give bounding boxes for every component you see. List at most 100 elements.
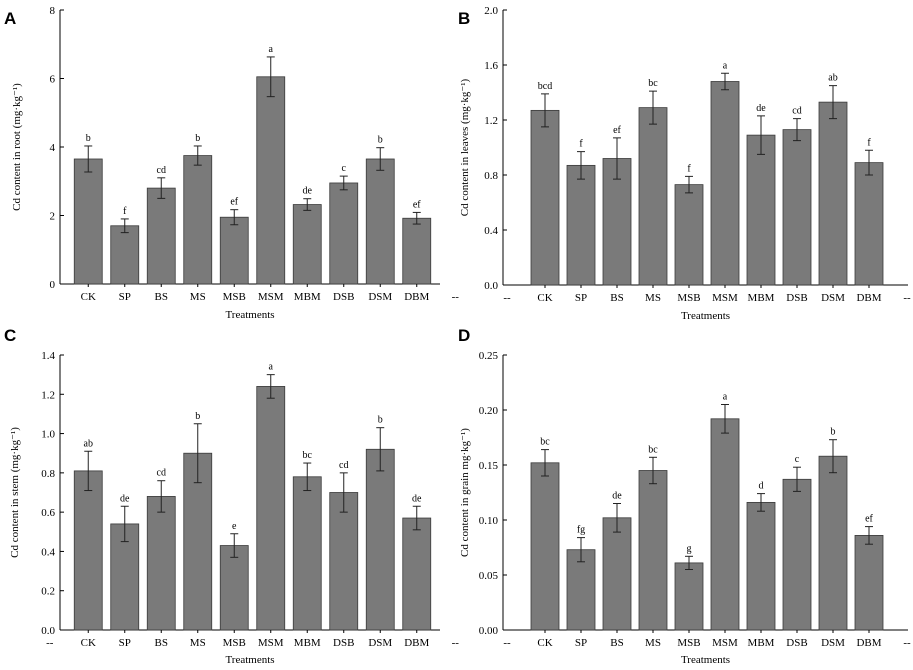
bar-ck [73,470,103,631]
y-tick-label: 0.2 [41,586,55,598]
panel-a-root-chart: A 0 2 4 6 8 Cd content in root (mg·kg⁻¹) Treatm… [4,5,459,321]
x-tick-label: SP [119,291,131,303]
significance-letter: ef [613,125,621,136]
bar-msm [710,81,740,286]
y-tick-label: 1.2 [484,115,498,127]
significance-letter: b [378,415,383,426]
x-tick-label: DSB [333,637,354,649]
bar-dsm [818,455,848,631]
panel-d-grain-chart: D 0.00 0.05 0.10 0.15 0.20 0.25 Cd content in g… [458,326,911,666]
x-edge-label-right: -- [452,291,460,303]
x-tick-label: MSM [258,637,284,649]
bar-ck [530,109,560,286]
bar-dbm [402,217,432,285]
x-tick-label: MBM [748,292,775,304]
x-axis-title: Treatments [681,310,730,322]
y-tick-label: 2 [50,211,56,223]
bar-dsb [329,492,359,631]
x-tick-label: DSB [333,291,354,303]
significance-letter: f [687,163,691,174]
bar-dsb [782,129,812,286]
bar-ms [638,470,668,631]
significance-letter: c [342,163,347,174]
significance-letter: de [120,493,130,504]
y-tick-label: 8 [50,5,56,17]
x-edge-label-left: -- [503,637,511,649]
x-tick-label: DSM [368,637,392,649]
x-tick-label: MBM [294,291,321,303]
x-tick-label: MSM [258,291,284,303]
bar-dbm [402,517,432,631]
x-tick-label: DSM [821,292,845,304]
y-tick-label: 6 [50,74,56,86]
significance-letter: bc [648,78,658,89]
x-tick-label: DBM [856,292,881,304]
x-tick-label: DSM [368,291,392,303]
bar-ck [530,462,560,631]
significance-letter: a [269,362,274,373]
bar-mbm [746,501,776,631]
significance-letter: cd [339,460,348,471]
significance-letter: bc [303,450,313,461]
significance-letter: b [86,133,91,144]
y-axis-title: Cd content in grain mg·kg⁻¹) [459,428,471,557]
significance-letter: b [831,427,836,438]
bar-sp [566,164,596,286]
y-tick-label: 1.4 [41,350,55,362]
significance-letter: ef [413,199,421,210]
bar-msm [256,386,286,631]
significance-letter: b [195,133,200,144]
y-tick-label: 1.6 [484,60,498,72]
bar-dsm [365,448,395,631]
bar-dbm [854,162,884,286]
x-tick-label: CK [537,292,552,304]
y-axis-title: Cd content in stem (mg·kg⁻¹) [9,427,21,558]
bar-msb [219,216,249,285]
bar-ms [638,107,668,286]
significance-letter: f [123,206,127,217]
y-tick-label: 0.10 [479,515,499,527]
y-tick-label: 0.15 [479,460,499,472]
x-tick-label: SP [119,637,131,649]
y-tick-label: 1.0 [41,429,55,441]
significance-letter: de [303,186,313,197]
significance-letter: de [612,491,622,502]
x-tick-label: MS [190,637,206,649]
y-tick-label: 1.2 [41,389,55,401]
significance-letter: cd [792,106,801,117]
x-tick-label: MSM [712,292,738,304]
x-edge-label-left: -- [503,292,511,304]
bar-bs [602,517,632,631]
significance-letter: g [687,543,692,554]
x-tick-label: SP [575,637,587,649]
y-tick-label: 0.20 [479,405,499,417]
x-tick-label: DBM [404,291,429,303]
bar-dbm [854,535,884,631]
y-axis-title: Cd content in leaves (mg·kg⁻¹) [459,78,471,216]
bar-msm [710,418,740,631]
x-tick-label: BS [155,291,168,303]
bar-dsm [818,101,848,286]
panel-letter: D [458,326,470,345]
bar-dsm [365,158,395,285]
y-tick-label: 0.0 [484,280,498,292]
significance-letter: b [378,135,383,146]
x-edge-label-right: -- [903,637,911,649]
x-tick-label: DBM [856,637,881,649]
significance-letter: de [756,103,766,114]
x-tick-label: SP [575,292,587,304]
x-axis-title: Treatments [225,309,274,321]
bar-msb [674,562,704,631]
significance-letter: e [232,521,237,532]
bar-mbm [746,134,776,286]
y-tick-label: 0.4 [41,546,55,558]
bar-sp [110,225,140,285]
x-axis-title: Treatments [681,654,730,666]
bar-msb [219,545,249,631]
x-tick-label: MS [645,637,661,649]
x-tick-label: MS [190,291,206,303]
bar-ck [73,158,103,285]
x-tick-label: BS [610,292,623,304]
y-tick-label: 0.25 [479,350,499,362]
x-tick-label: MSM [712,637,738,649]
